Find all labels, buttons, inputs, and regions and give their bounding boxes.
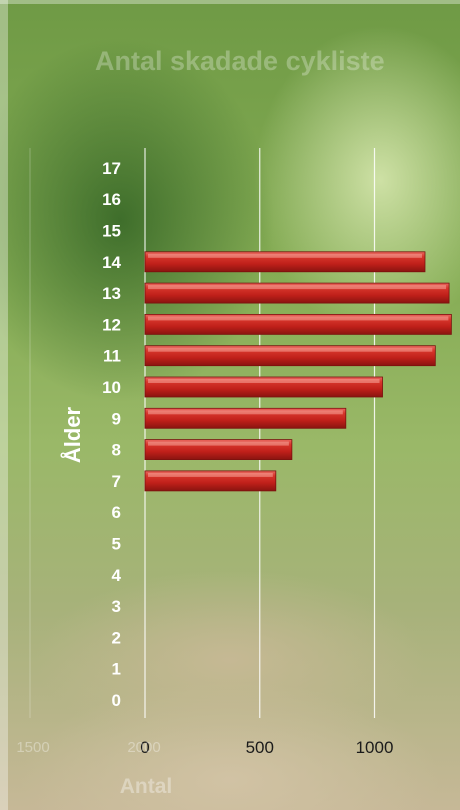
bar-age-14: [144, 251, 426, 273]
y-tick-11: 11: [103, 347, 121, 366]
y-tick-15: 15: [102, 222, 121, 241]
y-tick-12: 12: [102, 315, 121, 334]
bar-highlight-age-10: [148, 379, 380, 383]
y-tick-14: 14: [102, 253, 121, 272]
bar-highlight-age-8: [148, 441, 289, 446]
y-tick-2: 2: [112, 628, 121, 647]
y-tick-6: 6: [112, 503, 121, 522]
y-tick-5: 5: [112, 535, 121, 554]
y-tick-9: 9: [112, 409, 121, 428]
chart-title: Antal skadade cykliste: [95, 46, 385, 76]
bar-highlight-age-14: [148, 253, 422, 258]
bar-highlight-age-13: [148, 285, 447, 290]
y-tick-7: 7: [112, 472, 121, 491]
y-tick-3: 3: [112, 597, 121, 616]
y-tick-13: 13: [102, 284, 121, 303]
gridlines: [29, 148, 376, 718]
x-tick-500: 500: [246, 738, 274, 757]
bar-age-8: [144, 439, 293, 461]
x-tick-0: 0: [140, 738, 149, 757]
bar-age-10: [144, 376, 383, 398]
bar-age-13: [144, 282, 450, 304]
y-tick-17: 17: [102, 159, 121, 178]
bar-highlight-age-11: [148, 347, 433, 352]
bar-age-11: [144, 345, 436, 367]
bar-age-9: [144, 407, 347, 429]
x-tick-labels: 0 500 1000 1500 2000: [16, 738, 393, 757]
y-tick-10: 10: [102, 378, 121, 397]
y-axis-label: Ålder: [59, 406, 85, 463]
y-tick-1: 1: [112, 660, 121, 679]
x-axis-label: Antal: [120, 775, 173, 798]
x-tick-faint-1500: 1500: [16, 739, 49, 756]
bar-age-7: [144, 470, 277, 492]
bar-highlight-age-12: [148, 316, 449, 321]
y-tick-0: 0: [112, 691, 121, 710]
bar-highlight-age-7: [148, 472, 273, 477]
x-tick-faint-2000: 2000: [127, 739, 160, 756]
y-tick-4: 4: [112, 566, 122, 585]
frame-top-edge: [0, 0, 460, 4]
y-tick-8: 8: [112, 441, 121, 460]
y-tick-16: 16: [102, 190, 121, 209]
bar-highlight-age-9: [148, 410, 343, 415]
frame-left-edge: [0, 0, 8, 810]
bars: [144, 251, 452, 492]
bar-age-12: [144, 313, 452, 335]
x-tick-1000: 1000: [356, 738, 394, 757]
